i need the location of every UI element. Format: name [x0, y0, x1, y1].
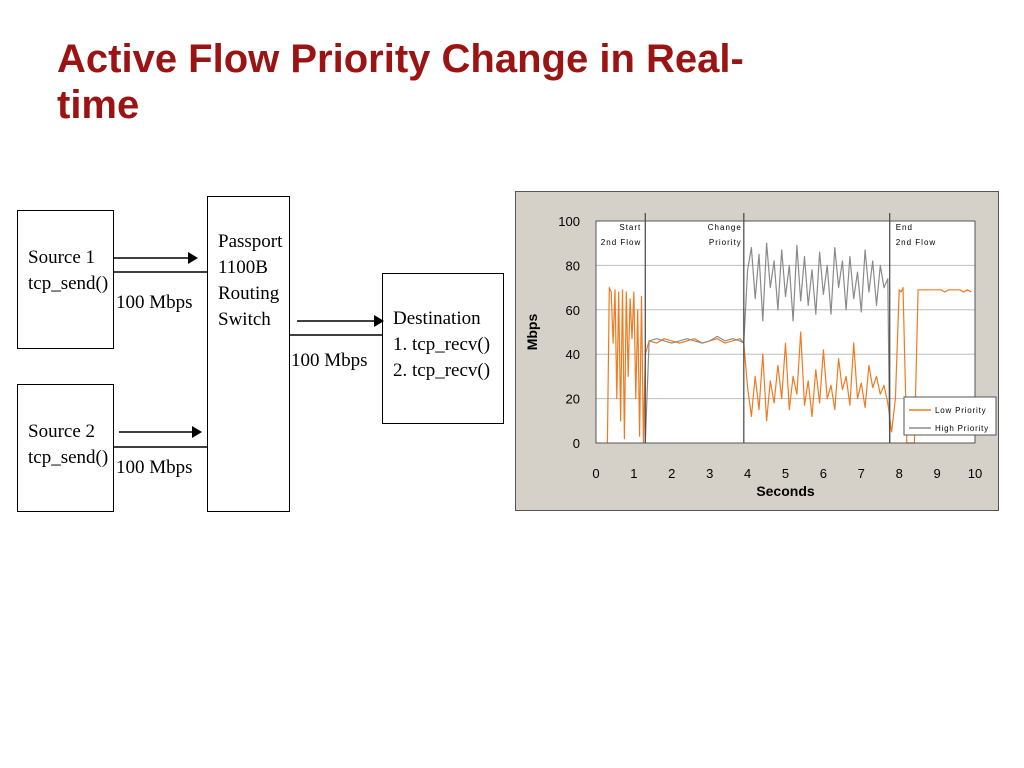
y-tick-label: 100: [558, 214, 580, 229]
source1-function: tcp_send(): [28, 273, 109, 294]
legend: Low Priority High Priority: [903, 396, 997, 436]
switch-line-2: 1100B: [218, 257, 268, 278]
y-tick-label: 0: [573, 436, 580, 451]
x-tick-label: 1: [630, 466, 637, 481]
x-tick-label: 8: [896, 466, 903, 481]
legend-label: Low Priority: [935, 406, 986, 415]
x-tick-label: 7: [858, 466, 865, 481]
switch-line-4: Switch: [218, 309, 271, 330]
destination-name: Destination: [393, 308, 481, 329]
axes: 0 20 40 60 80 100 0 1 2 3 4 5 6 7 8 9 10 Seconds Mbps: [524, 214, 982, 499]
series-line-high-priority: [644, 242, 891, 444]
link1-arrowhead: [188, 252, 198, 264]
link2-label: 100 Mbps: [116, 457, 193, 478]
annotation-label: Start: [619, 223, 641, 232]
destination-recv-1: 1. tcp_recv(): [393, 334, 491, 355]
x-tick-label: 4: [744, 466, 751, 481]
annotation-label: Change: [708, 223, 742, 232]
switch-line-3: Routing: [218, 283, 280, 304]
annotation-label: End: [896, 223, 913, 232]
x-tick-label: 9: [933, 466, 940, 481]
source2-box: Source 2 tcp_send(): [17, 384, 114, 512]
source2-name: Source 2: [28, 421, 96, 442]
annotations: Start 2nd Flow Change Priority End 2nd Flow: [601, 213, 936, 443]
y-tick-label: 40: [566, 347, 580, 362]
y-axis-label: Mbps: [524, 314, 540, 351]
source1-box: Source 1 tcp_send(): [17, 210, 114, 349]
destination-recv-2: 2. tcp_recv(): [393, 360, 491, 381]
x-tick-label: 6: [820, 466, 827, 481]
y-tick-label: 80: [566, 258, 580, 273]
annotation-label: 2nd Flow: [896, 238, 936, 247]
link1-label: 100 Mbps: [116, 292, 193, 313]
x-tick-label: 3: [706, 466, 713, 481]
annotation-label: 2nd Flow: [601, 238, 641, 247]
source2-function: tcp_send(): [28, 447, 109, 468]
y-tick-label: 60: [566, 303, 580, 318]
x-tick-label: 0: [592, 466, 599, 481]
x-tick-label: 2: [668, 466, 675, 481]
link-out-label: 100 Mbps: [291, 350, 368, 371]
x-axis-label: Seconds: [756, 483, 815, 499]
legend-label: High Priority: [935, 424, 989, 433]
throughput-chart: Start 2nd Flow Change Priority End 2nd Flow 0…: [515, 191, 999, 511]
x-tick-label: 10: [968, 466, 982, 481]
plot-frame: [595, 220, 976, 444]
link2-arrowhead: [192, 426, 202, 438]
annotation-label: Priority: [709, 238, 742, 247]
x-tick-label: 5: [782, 466, 789, 481]
switch-line-1: Passport: [218, 231, 283, 252]
source1-name: Source 1: [28, 247, 96, 268]
destination-box: Destination 1. tcp_recv() 2. tcp_recv(): [382, 273, 504, 424]
page-title: Active Flow Priority Change in Real-time: [57, 37, 744, 127]
switch-box: Passport 1100B Routing Switch: [207, 196, 290, 512]
y-tick-label: 20: [566, 392, 580, 407]
